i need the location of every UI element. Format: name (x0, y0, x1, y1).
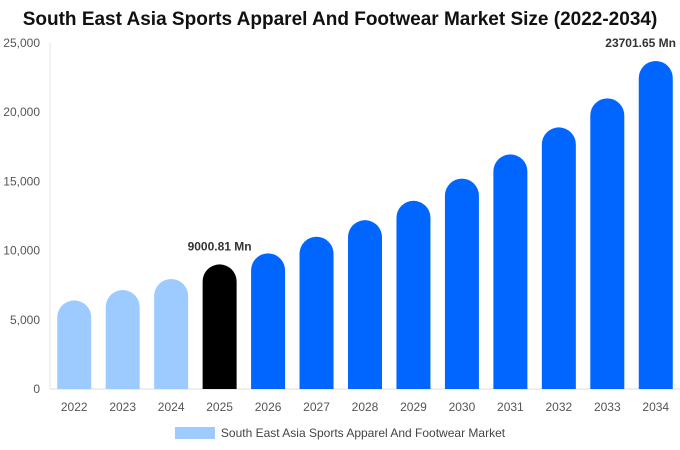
data-label-2034: 23701.65 Mn (605, 36, 676, 50)
data-label-2025: 9000.81 Mn (188, 239, 252, 253)
x-tick-label: 2033 (594, 400, 621, 414)
y-tick-label: 15,000 (3, 174, 40, 188)
y-tick-label: 20,000 (3, 105, 40, 119)
x-tick-label: 2025 (206, 400, 233, 414)
x-tick-label: 2027 (303, 400, 330, 414)
bar-2033 (590, 98, 625, 390)
x-tick-label: 2030 (449, 400, 476, 414)
bar-2028 (348, 220, 382, 389)
bar-2030 (444, 178, 479, 389)
bar-2029 (396, 200, 431, 389)
bar-2032 (541, 127, 576, 389)
x-tick-label: 2029 (400, 400, 427, 414)
bar-2025 (202, 264, 237, 389)
bar-2023 (105, 290, 140, 389)
bar-2026 (251, 253, 286, 389)
x-tick-label: 2028 (352, 400, 379, 414)
x-tick-label: 2034 (642, 400, 669, 414)
bar-2022 (57, 300, 92, 389)
x-tick-label: 2022 (61, 400, 88, 414)
x-tick-label: 2024 (158, 400, 185, 414)
y-tick-label: 0 (33, 382, 40, 396)
bar-2034 (638, 60, 673, 389)
bar-2024 (154, 278, 189, 389)
x-tick-label: 2023 (109, 400, 136, 414)
legend-label: South East Asia Sports Apparel And Footw… (220, 426, 506, 440)
bar-2031 (493, 154, 528, 389)
y-tick-label: 5,000 (10, 313, 40, 327)
x-tick-label: 2032 (545, 400, 572, 414)
chart-title: South East Asia Sports Apparel And Footw… (22, 9, 658, 30)
bar-2027 (299, 236, 334, 389)
legend[interactable]: South East Asia Sports Apparel And Footw… (0, 426, 680, 440)
x-tick-label: 2031 (497, 400, 524, 414)
y-tick-label: 10,000 (3, 244, 40, 258)
y-tick-label: 25,000 (3, 36, 40, 50)
x-tick-label: 2026 (255, 400, 282, 414)
legend-swatch (174, 427, 215, 439)
